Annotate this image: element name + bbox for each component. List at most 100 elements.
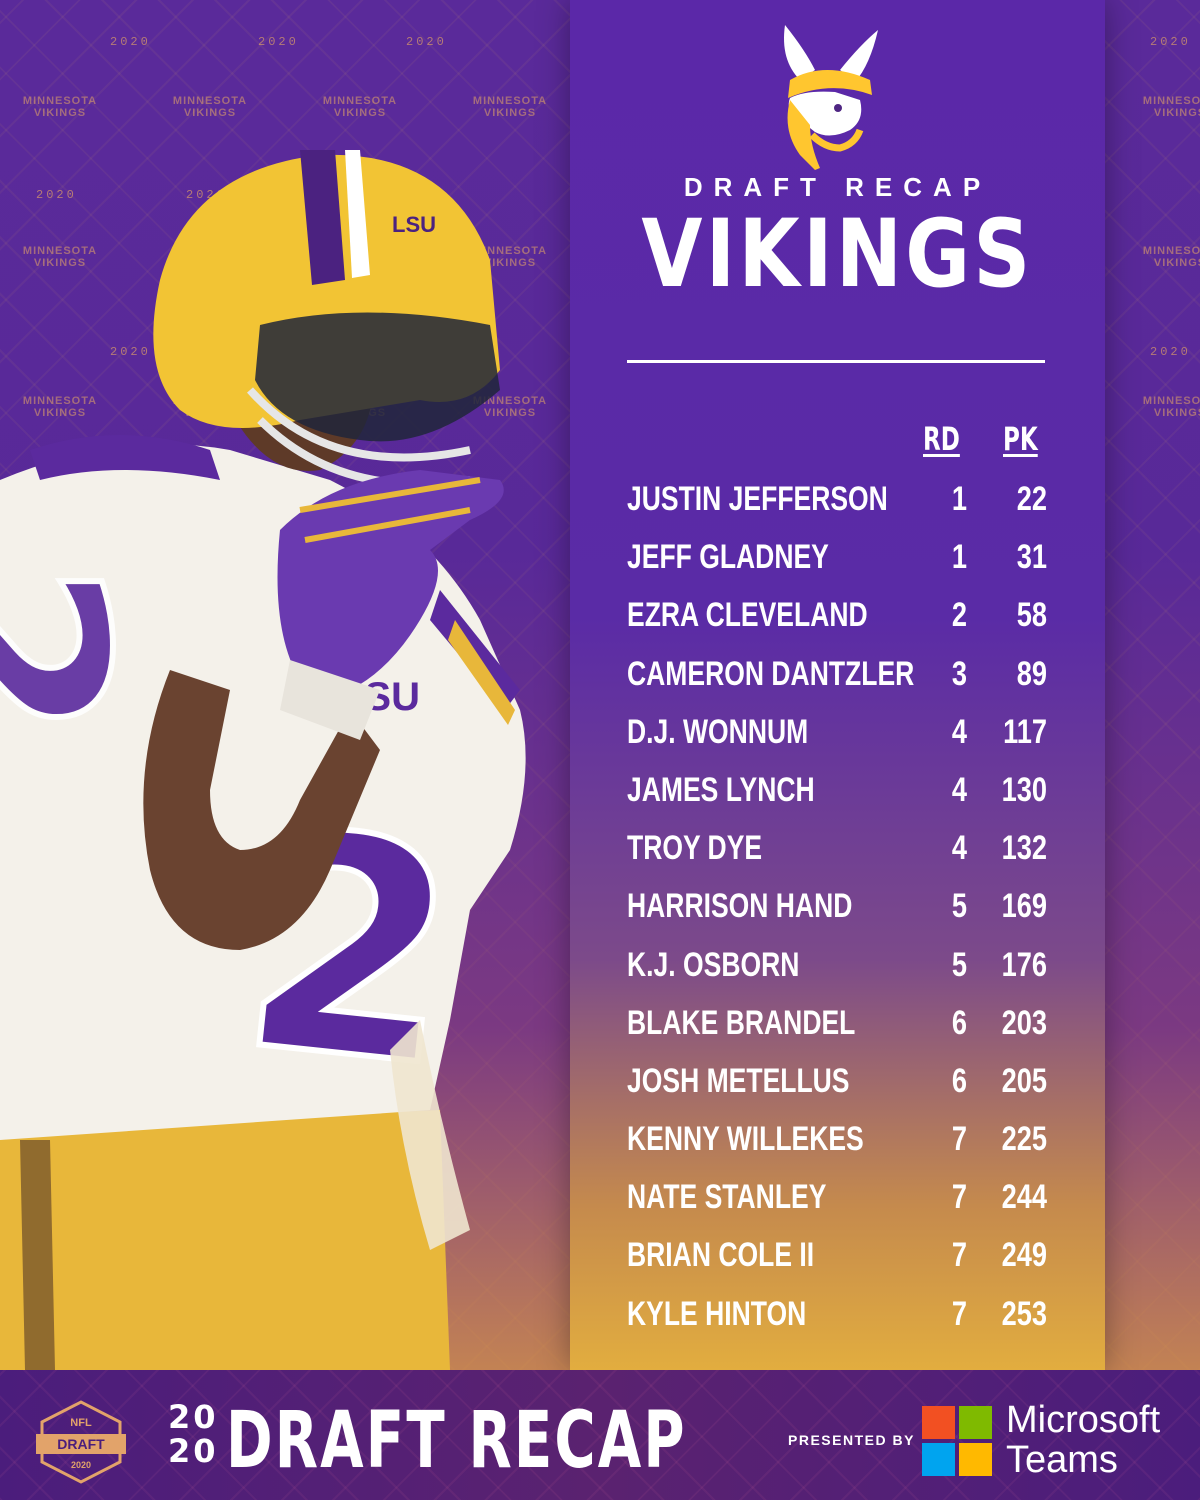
footer-year-bottom: 20 bbox=[168, 1432, 219, 1470]
background-tile-text: MINNESOTA VIKINGS bbox=[22, 245, 98, 269]
player-name: BRIAN COLE II bbox=[627, 1236, 815, 1275]
background-tile-text: MINNESOTA VIKINGS bbox=[472, 95, 548, 119]
pick-value: 205 bbox=[1001, 1061, 1047, 1100]
round-value: 7 bbox=[951, 1294, 967, 1333]
footer-pattern bbox=[0, 1370, 1200, 1500]
player-name: KENNY WILLEKES bbox=[627, 1120, 864, 1159]
column-header-round: RD bbox=[923, 420, 960, 458]
draft-pick-row: TROY DYE 4 132 bbox=[627, 821, 1047, 879]
draft-pick-row: EZRA CLEVELAND 2 58 bbox=[627, 588, 1047, 646]
draft-pick-row: CAMERON DANTZLER 3 89 bbox=[627, 647, 1047, 705]
header-divider bbox=[627, 360, 1045, 363]
background-year-text: 2020 bbox=[1150, 35, 1191, 49]
background-tile-text: MINNESOTA VIKINGS bbox=[172, 95, 248, 119]
player-name: CAMERON DANTZLER bbox=[627, 654, 915, 693]
player-name: HARRISON HAND bbox=[627, 887, 853, 926]
background-tile-text: MINNESOTA VIKINGS bbox=[472, 245, 548, 269]
draft-pick-row: JOSH METELLUS 6 205 bbox=[627, 1054, 1047, 1112]
background-year-text: 2020 bbox=[110, 35, 151, 49]
draft-picks-table: JUSTIN JEFFERSON 1 22 JEFF GLADNEY 1 31 EZRA C… bbox=[627, 472, 1047, 1345]
round-value: 1 bbox=[951, 480, 967, 518]
pick-value: 58 bbox=[1016, 596, 1047, 635]
footer-bar: NFL DRAFT 2020 20 20 DRAFT RECAP PRESENT… bbox=[0, 1370, 1200, 1500]
background-tile-text: MINNESOTA VIKINGS bbox=[22, 395, 98, 419]
background-year-text: 2020 bbox=[110, 345, 151, 359]
player-glove bbox=[277, 470, 504, 690]
pick-value: 117 bbox=[1003, 712, 1047, 751]
player-name: D.J. WONNUM bbox=[627, 712, 809, 751]
pick-value: 31 bbox=[1016, 538, 1047, 577]
shield-label: DRAFT bbox=[57, 1436, 105, 1452]
draft-pick-row: K.J. OSBORN 5 176 bbox=[627, 938, 1047, 996]
draft-pick-row: JAMES LYNCH 4 130 bbox=[627, 763, 1047, 821]
draft-pick-row: KYLE HINTON 7 253 bbox=[627, 1287, 1047, 1345]
background-year-text: 2020 bbox=[258, 35, 299, 49]
pick-value: 89 bbox=[1016, 654, 1047, 693]
draft-pick-row: BLAKE BRANDEL 6 203 bbox=[627, 996, 1047, 1054]
round-value: 5 bbox=[951, 945, 967, 984]
round-value: 3 bbox=[951, 654, 967, 693]
footer-year-top: 20 bbox=[168, 1398, 219, 1436]
background-year-text: 2020 bbox=[36, 188, 77, 202]
pick-value: 130 bbox=[1001, 770, 1047, 809]
player-name: NATE STANLEY bbox=[627, 1178, 827, 1217]
round-value: 2 bbox=[951, 596, 967, 635]
player-name: JAMES LYNCH bbox=[627, 770, 815, 809]
background-tile-text: MINNESOTA VIKINGS bbox=[1142, 395, 1200, 419]
pick-value: 225 bbox=[1001, 1120, 1047, 1159]
player-name: JEFF GLADNEY bbox=[627, 538, 829, 577]
round-value: 4 bbox=[951, 829, 967, 868]
svg-text:2: 2 bbox=[0, 560, 160, 741]
player-name: KYLE HINTON bbox=[627, 1294, 807, 1333]
sponsor-line-2: Teams bbox=[1006, 1439, 1118, 1481]
pick-value: 203 bbox=[1001, 1003, 1047, 1042]
background-tile-text: MINNESOTA VIKINGS bbox=[1142, 245, 1200, 269]
pick-value: 253 bbox=[1001, 1294, 1047, 1333]
background-tile-text: MINNESOTA VIKINGS bbox=[322, 95, 398, 119]
column-header-pick: PK bbox=[1003, 420, 1038, 458]
player-name: K.J. OSBORN bbox=[627, 945, 800, 984]
player-name: EZRA CLEVELAND bbox=[627, 596, 868, 635]
player-name: JOSH METELLUS bbox=[627, 1061, 850, 1100]
background-tile-text: MINNESOTA VIKINGS bbox=[22, 95, 98, 119]
round-value: 7 bbox=[951, 1178, 967, 1217]
vikings-logo bbox=[784, 25, 878, 170]
draft-pick-row: HARRISON HAND 5 169 bbox=[627, 879, 1047, 937]
presented-by-label: PRESENTED BY bbox=[788, 1432, 915, 1448]
pick-value: 22 bbox=[1016, 480, 1047, 518]
nfl-draft-shield-icon: NFL DRAFT 2020 bbox=[36, 1400, 126, 1484]
jersey-number: 2 bbox=[228, 765, 472, 1134]
round-value: 4 bbox=[951, 712, 967, 751]
round-value: 7 bbox=[951, 1120, 967, 1159]
draft-pick-row: NATE STANLEY 7 244 bbox=[627, 1170, 1047, 1228]
background-year-text: 2020 bbox=[1150, 345, 1191, 359]
horn-left bbox=[784, 25, 815, 80]
sponsor-name: Microsoft Teams bbox=[1006, 1400, 1160, 1480]
round-value: 7 bbox=[951, 1236, 967, 1275]
pick-value: 176 bbox=[1001, 945, 1047, 984]
round-value: 6 bbox=[951, 1061, 967, 1100]
round-value: 6 bbox=[951, 1003, 967, 1042]
pick-value: 244 bbox=[1001, 1178, 1047, 1217]
round-value: 5 bbox=[951, 887, 967, 926]
helmet-visor bbox=[255, 312, 500, 442]
draft-pick-row: JEFF GLADNEY 1 31 bbox=[627, 530, 1047, 588]
player-name: JUSTIN JEFFERSON bbox=[627, 480, 888, 518]
horn-right bbox=[840, 30, 878, 82]
footer-title: DRAFT RECAP bbox=[226, 1396, 687, 1486]
player-arm bbox=[143, 670, 380, 950]
player-name: TROY DYE bbox=[627, 829, 763, 868]
shield-nfl-text: NFL bbox=[70, 1417, 92, 1429]
player-pants bbox=[0, 1110, 450, 1370]
footer-year: 20 20 bbox=[168, 1400, 219, 1468]
round-value: 1 bbox=[951, 538, 967, 577]
pick-value: 132 bbox=[1001, 829, 1047, 868]
pick-value: 249 bbox=[1001, 1236, 1047, 1275]
player-photo: 2 2 LSU LSU bbox=[0, 150, 526, 1370]
round-value: 4 bbox=[951, 770, 967, 809]
background-tile-text: MINNESOTA VIKINGS bbox=[1142, 95, 1200, 119]
microsoft-logo-icon bbox=[922, 1406, 992, 1476]
shield-year: 2020 bbox=[71, 1460, 91, 1470]
draft-pick-row: BRIAN COLE II 7 249 bbox=[627, 1228, 1047, 1286]
team-name: VIKINGS bbox=[641, 200, 1034, 309]
